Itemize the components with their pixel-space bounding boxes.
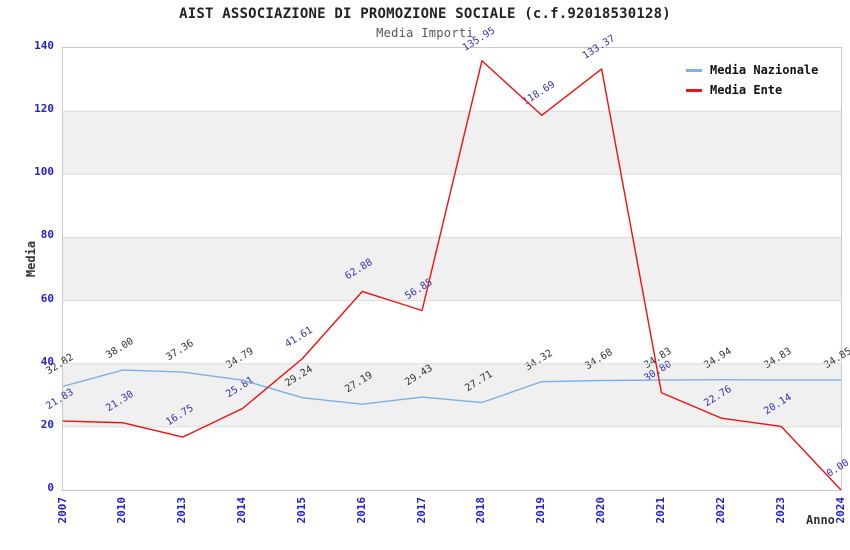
- x-tick-label-2023: 2023: [764, 497, 796, 535]
- x-tick-label-2014: 2014: [226, 497, 258, 535]
- y-tick-label: 20: [40, 417, 54, 431]
- x-axis-title: Anno: [806, 513, 835, 527]
- legend-label: Media Nazionale: [710, 63, 819, 77]
- x-tick-label-2010: 2010: [106, 497, 138, 535]
- x-tick-label-2019: 2019: [525, 497, 557, 535]
- x-tick-text: 2023: [773, 497, 787, 524]
- x-tick-text: 2014: [235, 497, 249, 524]
- y-tick-label: 40: [40, 354, 54, 368]
- legend-label: Media Ente: [710, 83, 783, 97]
- x-tick-label-2024: 2024: [824, 497, 850, 535]
- legend-swatch-icon: [686, 88, 702, 92]
- series-line-media-nazionale: [63, 369, 841, 405]
- x-tick-text: 2022: [713, 497, 727, 524]
- x-tick-text: 2018: [474, 497, 488, 524]
- x-tick-text: 2024: [833, 497, 847, 524]
- background-band: [63, 111, 841, 175]
- x-tick-label-2016: 2016: [345, 497, 377, 535]
- series-lines: [63, 60, 841, 490]
- y-tick-label: 0: [47, 481, 54, 494]
- background-band: [63, 237, 841, 301]
- y-tick-label: 120: [34, 102, 54, 116]
- legend: Media Nazionale Media Ente: [686, 60, 818, 100]
- x-tick-text: 2017: [414, 497, 428, 524]
- background-band: [63, 300, 841, 364]
- x-tick-label-2017: 2017: [405, 497, 437, 535]
- background-band: [63, 48, 841, 112]
- y-tick-label: 60: [40, 291, 54, 305]
- x-tick-label-2020: 2020: [585, 497, 617, 535]
- y-tick-label: 100: [34, 165, 54, 179]
- x-tick-text: 2010: [115, 497, 129, 524]
- plot-area: [62, 47, 842, 491]
- legend-item-media-ente: Media Ente: [686, 80, 818, 100]
- x-tick-label-2021: 2021: [644, 497, 676, 535]
- chart-subtitle: Media Importi: [376, 26, 474, 40]
- background-band: [63, 363, 841, 427]
- legend-item-media-nazionale: Media Nazionale: [686, 60, 818, 80]
- x-tick-label-2022: 2022: [704, 497, 736, 535]
- x-tick-label-2013: 2013: [166, 497, 198, 535]
- x-tick-text: 2016: [354, 497, 368, 524]
- x-tick-text: 2015: [294, 497, 308, 524]
- x-tick-text: 2019: [534, 497, 548, 524]
- y-tick-label: 140: [34, 39, 54, 52]
- y-tick-label: 80: [40, 228, 54, 242]
- background-band: [63, 426, 841, 490]
- x-tick-label-2007: 2007: [46, 497, 78, 535]
- x-tick-label-2018: 2018: [465, 497, 497, 535]
- x-tick-text: 2013: [175, 497, 189, 524]
- series-line-media-ente: [63, 60, 841, 490]
- legend-swatch-icon: [686, 68, 702, 72]
- x-tick-text: 2020: [594, 497, 608, 524]
- x-tick-text: 2021: [653, 497, 667, 524]
- x-tick-text: 2007: [55, 497, 69, 524]
- x-tick-label-2015: 2015: [285, 497, 317, 535]
- chart-title: AIST ASSOCIAZIONE DI PROMOZIONE SOCIALE …: [179, 6, 671, 22]
